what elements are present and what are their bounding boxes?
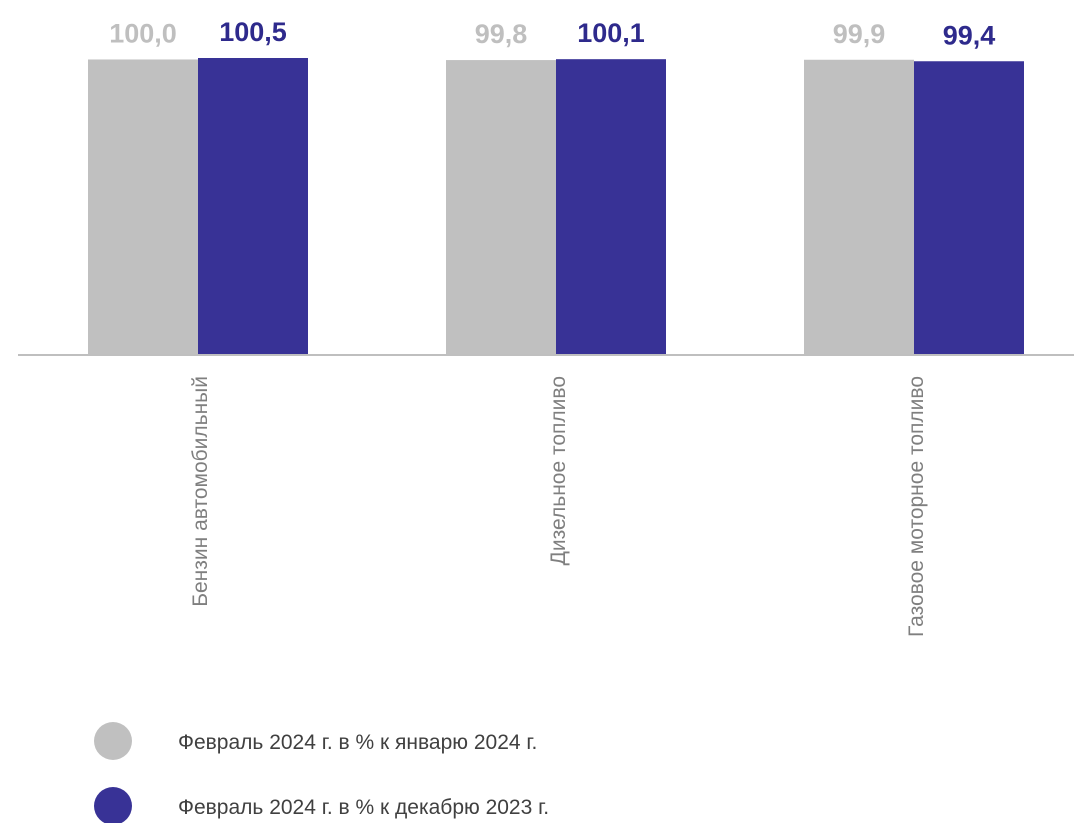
legend-marker-1	[94, 722, 132, 760]
bar-s2-3	[914, 61, 1024, 355]
value-labels-group: 100,0 99,8 99,9 100,5 100,1 99,4	[109, 17, 995, 50]
value-label-s2-3: 99,4	[943, 20, 996, 50]
legend-label-2: Февраль 2024 г. в % к декабрю 2023 г.	[178, 796, 549, 819]
value-label-s2-1: 100,5	[219, 17, 287, 47]
legend-label-1: Февраль 2024 г. в % к январю 2024 г.	[178, 731, 537, 754]
value-label-s2-2: 100,1	[577, 18, 645, 48]
bar-s2-1	[198, 58, 308, 355]
category-labels-group: Бензин автомобильный Дизельное топливо Газ…	[189, 376, 928, 637]
legend: Февраль 2024 г. в % к январю 2024 г. Февр…	[94, 722, 549, 823]
bar-s1-1	[88, 59, 198, 355]
legend-marker-2	[94, 787, 132, 823]
category-label-3: Газовое моторное топливо	[905, 376, 928, 637]
bar-s2-2	[556, 59, 666, 355]
legend-item-2: Февраль 2024 г. в % к декабрю 2023 г.	[94, 787, 549, 823]
legend-item-1: Февраль 2024 г. в % к январю 2024 г.	[94, 722, 537, 760]
value-label-s1-1: 100,0	[109, 18, 177, 48]
bar-s1-3	[804, 60, 914, 355]
category-label-2: Дизельное топливо	[547, 376, 570, 565]
category-label-1: Бензин автомобильный	[189, 376, 212, 607]
value-label-s1-2: 99,8	[475, 19, 528, 49]
bar-s1-2	[446, 60, 556, 355]
bars-group	[88, 58, 1024, 355]
value-label-s1-3: 99,9	[833, 19, 886, 49]
